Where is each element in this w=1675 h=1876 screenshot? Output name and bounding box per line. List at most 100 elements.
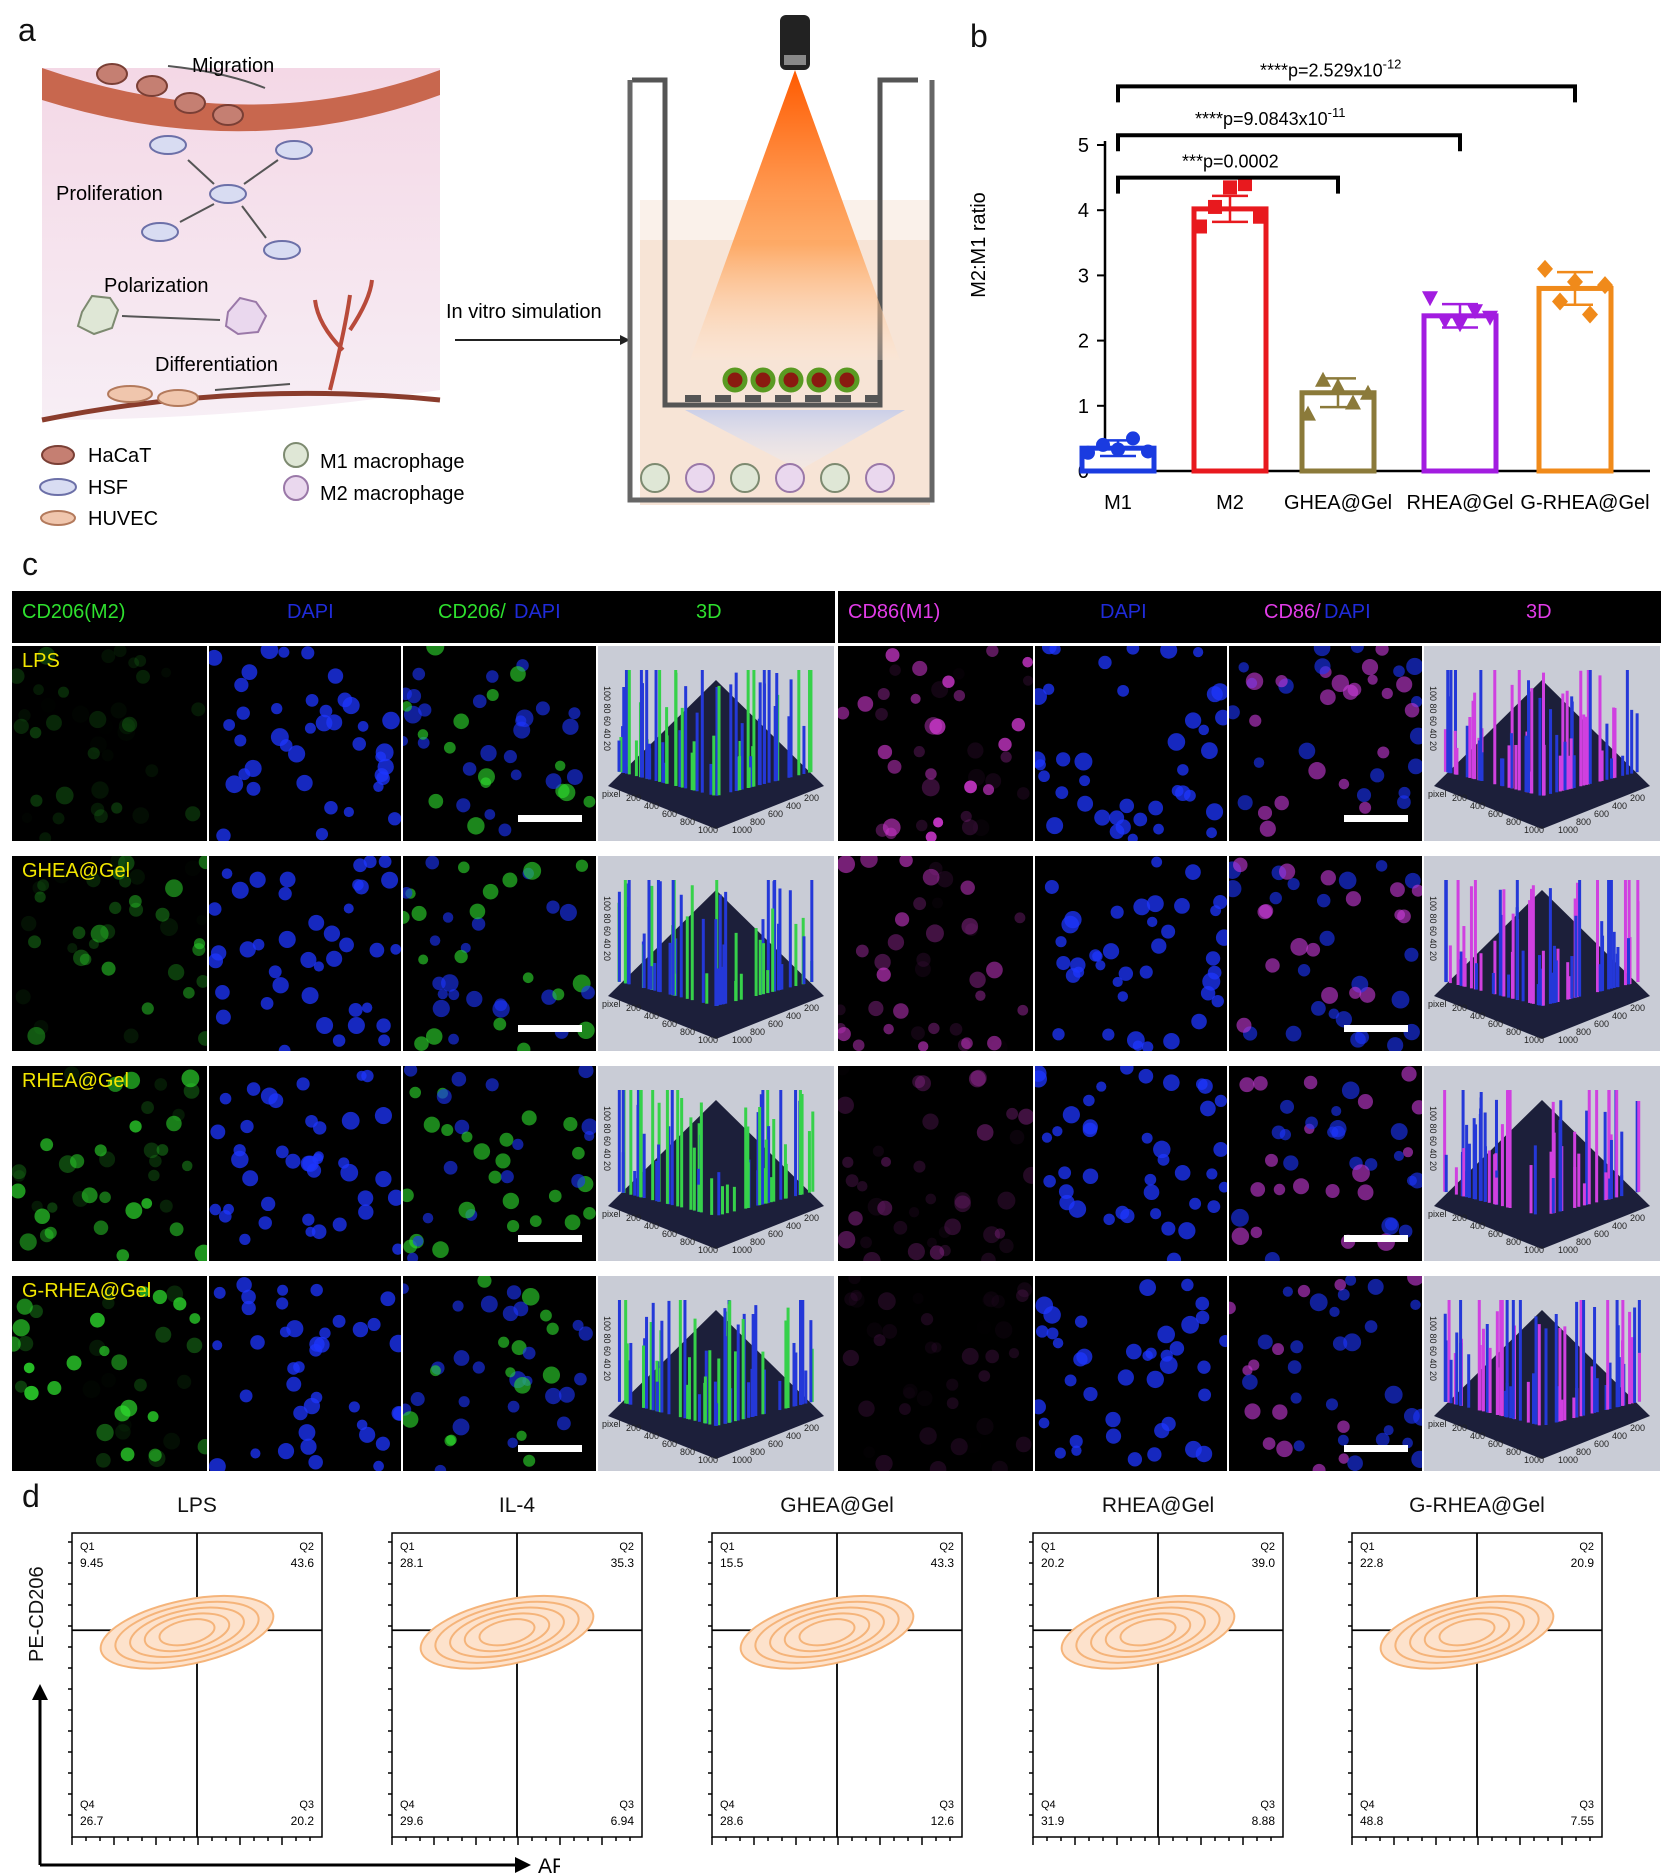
flow-contour-0-0 xyxy=(99,1595,275,1670)
panel-letter-c: c xyxy=(22,546,38,582)
cell-dot xyxy=(838,1230,856,1249)
cell-dot xyxy=(278,887,292,901)
cell-dot xyxy=(1151,938,1167,954)
cell-dot xyxy=(209,649,223,666)
cell-dot xyxy=(1390,882,1405,898)
flow-contour-2-4 xyxy=(798,1618,856,1647)
cell-dot xyxy=(300,1438,317,1455)
cell-dot xyxy=(1411,1450,1422,1468)
cell-dot xyxy=(933,817,944,828)
cell-dot xyxy=(90,802,105,817)
cell-dot xyxy=(1265,958,1280,973)
cell-dot xyxy=(516,1430,527,1441)
cell-dot xyxy=(316,1017,334,1035)
surface-axis-pixel: pixel xyxy=(1428,789,1447,799)
cell-dot xyxy=(83,1380,101,1398)
cell-dot xyxy=(546,900,560,914)
point-G-RHEA@Gel-0 xyxy=(1537,259,1553,278)
cell-dot xyxy=(1015,1436,1032,1453)
cell-dot xyxy=(258,1216,272,1230)
cell-dot xyxy=(1133,898,1151,916)
cell-dot xyxy=(1359,801,1372,814)
cell-dot xyxy=(357,1190,374,1206)
cell-dot xyxy=(410,1392,425,1407)
flow-q1-name-4: Q1 xyxy=(1360,1541,1375,1553)
scale-bar-r3-c2 xyxy=(518,1445,582,1452)
cell-dot xyxy=(1407,1276,1422,1286)
nanoparticles xyxy=(722,367,860,393)
flow-contour-3-3 xyxy=(1104,1612,1192,1653)
cell-dot xyxy=(999,1238,1014,1254)
cell-dot xyxy=(566,769,583,785)
cell-dot xyxy=(1257,805,1273,820)
cell-dot xyxy=(1095,960,1106,971)
surface-x-tick-400: 400 xyxy=(1470,1431,1485,1441)
cell-dot xyxy=(1290,938,1309,956)
cell-dot xyxy=(1279,863,1296,880)
cell-dot xyxy=(1011,718,1026,732)
cell-dot xyxy=(428,793,444,809)
cell-dot xyxy=(1046,817,1064,835)
transwell-insert xyxy=(632,77,918,408)
cell-dot xyxy=(1409,727,1422,745)
cell-dot xyxy=(1401,1066,1417,1082)
cell-dot xyxy=(1052,1337,1064,1349)
cell-dot xyxy=(924,717,943,735)
cell-dot xyxy=(578,1326,593,1341)
cell-dot xyxy=(1115,1205,1130,1220)
surface-axis-pixel: pixel xyxy=(602,789,621,799)
cell-dot xyxy=(12,1164,27,1180)
flow-q2-name-1: Q2 xyxy=(619,1541,634,1553)
flow-x-label: APC-CD86 xyxy=(538,1855,560,1876)
cell-dot xyxy=(523,1454,536,1467)
cell-dot xyxy=(37,646,56,665)
surface-axis-pixel: pixel xyxy=(1428,1419,1447,1429)
cell-dot xyxy=(1074,1315,1088,1328)
cell-dot xyxy=(913,746,925,758)
panel-letter-b: b xyxy=(970,18,988,54)
cell-dot xyxy=(452,1300,464,1312)
cell-dot xyxy=(293,1405,308,1421)
cell-dot xyxy=(1185,1440,1202,1458)
flow-q2-name-2: Q2 xyxy=(939,1541,954,1553)
panel-a-schematic: Migration Proliferation Polarization Dif… xyxy=(39,15,935,530)
surface-x-tick-400: 400 xyxy=(644,1221,659,1231)
cell-dot xyxy=(893,1220,908,1235)
cell-dot xyxy=(1410,1299,1421,1311)
cell-dot xyxy=(19,1233,37,1251)
flow-q4-value-2: 28.6 xyxy=(720,1814,744,1828)
cell-dot xyxy=(301,987,319,1005)
cell-dot xyxy=(929,718,946,735)
micrograph-r3-c0: G-RHEA@Gel xyxy=(12,1276,207,1471)
cell-dot xyxy=(976,1417,994,1436)
cell-dot xyxy=(110,856,126,869)
cell-dot xyxy=(305,694,319,707)
cell-dot xyxy=(242,1170,259,1187)
cell-dot xyxy=(302,1213,315,1226)
cell-dot xyxy=(1000,751,1012,763)
cell-dot xyxy=(417,729,429,740)
cell-dot xyxy=(887,934,905,951)
surface-x-tick-400: 400 xyxy=(644,801,659,811)
cell-dot xyxy=(1161,1221,1176,1236)
cell-dot xyxy=(323,925,341,942)
surface-y-tick-1000: 1000 xyxy=(1558,825,1578,835)
cell-dot xyxy=(458,1396,470,1408)
tile-canvas-r2-c5 xyxy=(1035,1066,1227,1261)
surface-x-tick-800: 800 xyxy=(1506,1447,1521,1457)
cell-dot xyxy=(79,953,92,966)
point-G-RHEA@Gel-3 xyxy=(1582,305,1598,324)
cell-dot xyxy=(390,943,401,955)
cell-dot xyxy=(1305,1116,1318,1130)
cell-dot xyxy=(1269,891,1282,905)
cell-dot xyxy=(381,871,399,889)
cell-dot xyxy=(482,883,499,900)
surface-y-tick-400: 400 xyxy=(786,1011,801,1021)
cell-dot xyxy=(571,1173,586,1188)
cell-dot xyxy=(1117,684,1130,697)
cell-dot xyxy=(223,719,236,731)
cell-dot xyxy=(173,1297,187,1311)
cell-dot xyxy=(885,648,900,663)
cell-dot xyxy=(72,706,89,723)
